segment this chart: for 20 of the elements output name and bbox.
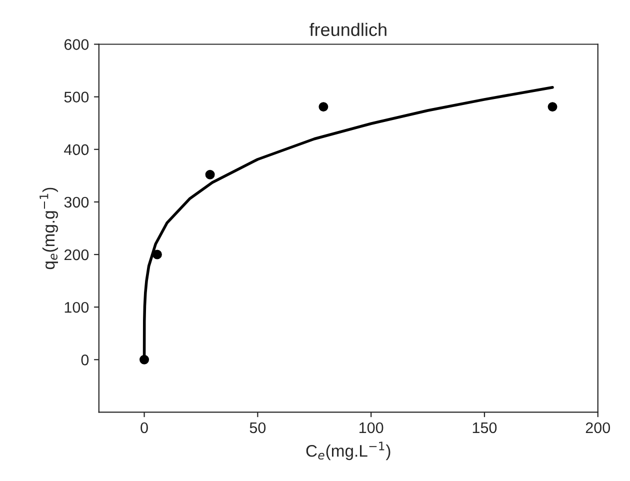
point: [318, 102, 328, 112]
chart-title: freundlich: [310, 22, 386, 36]
y-tick-label: 500: [64, 92, 89, 103]
y-axis-title: q$_{e}$(mg.g$^{−1}$): [40, 188, 58, 270]
x-tick-label: 150: [472, 422, 497, 434]
y-tick-label: 0: [81, 354, 89, 366]
point: [548, 102, 558, 112]
x-tick-label: 100: [359, 422, 384, 434]
x-axis-title: C$_{e}$(mg.L$^{−1}$): [306, 442, 390, 460]
y-tick-label: 300: [64, 196, 89, 208]
point: [152, 250, 162, 260]
x-tick-label: 200: [586, 422, 610, 434]
point: [140, 354, 150, 364]
y-tick-label: 200: [64, 249, 89, 260]
y-tick-label: 400: [64, 144, 89, 156]
x-tick-label: 0: [140, 422, 148, 434]
point: [205, 170, 215, 180]
x-tick-label: 50: [250, 422, 266, 434]
y-tick-label: 100: [64, 302, 89, 313]
y-tick-label: 600: [64, 39, 89, 50]
